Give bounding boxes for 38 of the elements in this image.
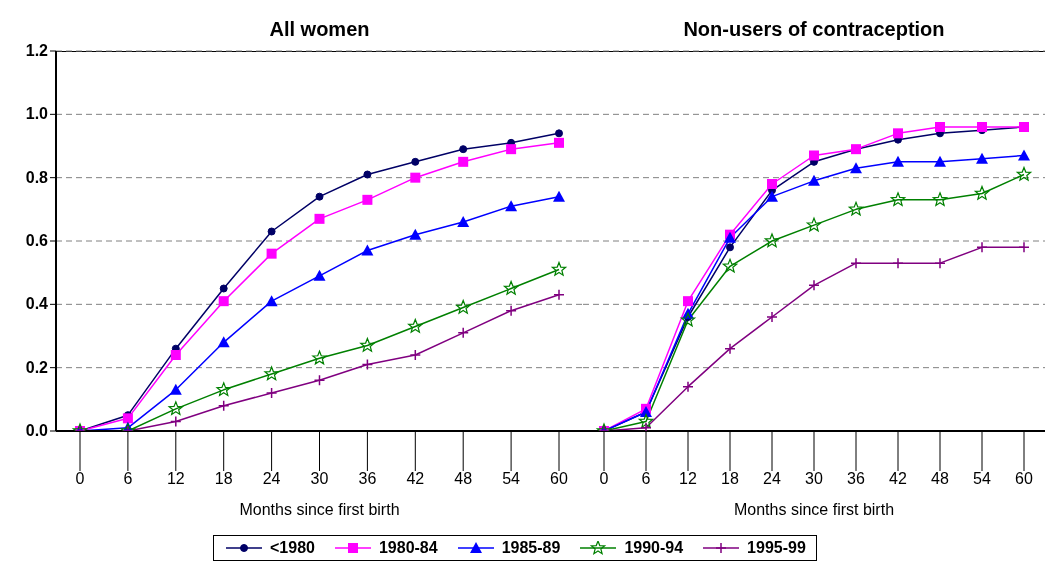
legend-label: <1980 (270, 539, 315, 557)
y-tick-label: 1.2 (25, 42, 49, 59)
x-tick-label: 48 (454, 470, 473, 488)
x-tick-label: 42 (406, 470, 425, 488)
legend-label: 1980-84 (378, 539, 438, 557)
x-tick-label: 18 (214, 470, 233, 488)
legend-label: 1995-99 (747, 539, 806, 557)
x-tick-label: 0 (599, 470, 609, 488)
y-tick-label: 0.4 (25, 295, 49, 313)
x-tick-label: 54 (973, 470, 991, 488)
x-axis-title: Months since first birth (733, 501, 895, 518)
x-tick-label: 0 (75, 470, 85, 488)
x-axis-title: Months since first birth (239, 501, 400, 518)
legend-label: 1990-94 (624, 539, 684, 557)
chart-title: Non-users of contraception (682, 18, 946, 41)
x-tick-label: 24 (262, 470, 281, 488)
x-tick-label: 36 (358, 470, 377, 488)
y-tick-label: 0.6 (25, 232, 49, 249)
x-tick-label: 30 (310, 470, 329, 488)
x-tick-label: 18 (721, 470, 739, 488)
y-tick-label: 0.0 (25, 422, 49, 439)
x-tick-label: 60 (550, 470, 568, 488)
y-tick-label: 0.8 (25, 168, 49, 186)
y-tick-label: 1.0 (25, 105, 49, 123)
x-tick-label: 48 (931, 470, 949, 488)
x-tick-label: 54 (502, 470, 521, 488)
x-tick-label: 6 (641, 470, 651, 488)
legend-label: 1985-89 (501, 539, 561, 557)
x-tick-label: 12 (166, 470, 185, 488)
chart-title: All women (268, 18, 371, 41)
x-tick-label: 42 (889, 470, 907, 488)
x-tick-label: 36 (847, 470, 865, 488)
y-tick-label: 0.2 (25, 358, 49, 376)
x-tick-label: 24 (763, 470, 781, 488)
x-tick-label: 12 (679, 470, 697, 488)
x-tick-label: 60 (1015, 470, 1033, 488)
x-tick-label: 6 (123, 470, 133, 488)
x-tick-label: 30 (805, 470, 823, 488)
